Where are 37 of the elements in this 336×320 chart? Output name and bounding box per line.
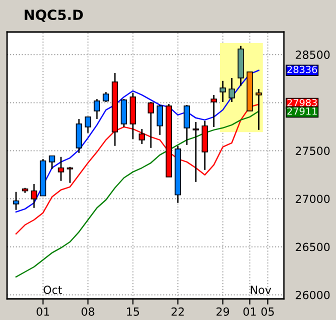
candlestick [228,77,235,103]
candlestick [48,155,56,170]
candlestick [210,94,217,128]
candlestick [184,104,190,146]
candlestick [84,116,92,134]
annotation: Nov [250,286,272,294]
candlestick [192,121,199,183]
candlestick [66,166,74,184]
annotation: 27911 [287,107,317,115]
y-tick-label: 28500 [296,50,330,59]
x-tick-label: 08 [82,307,94,316]
x-tick-label: 01 [36,307,50,316]
candlestick [156,104,163,136]
y-tick-label: 27500 [296,146,330,156]
x-tick-label: 15 [127,308,139,316]
annotation: 27983 [287,98,317,106]
candlestick [138,128,146,145]
x-tick-label: 29 [216,307,230,316]
candlestick [76,118,82,154]
line-series [15,110,260,278]
chart-title: NQC5.D [24,10,83,22]
y-tick-label: 26000 [296,290,330,300]
annotation: Oct [44,286,62,294]
candlestick [58,156,64,182]
x-tick-label: 05 [261,307,274,316]
candlestick [94,98,100,120]
candlestick [12,191,20,211]
candlestick [220,80,226,103]
candlestick [30,183,38,209]
annotation: 28336 [287,66,318,74]
line-series [15,70,260,213]
x-tick-label: 22 [172,307,184,316]
y-tick-label: 27000 [296,194,330,204]
x-tick-label: 01 [243,307,256,316]
candlestick [102,91,110,103]
y-tick-label: 26500 [296,242,330,252]
candlestick [256,88,262,131]
